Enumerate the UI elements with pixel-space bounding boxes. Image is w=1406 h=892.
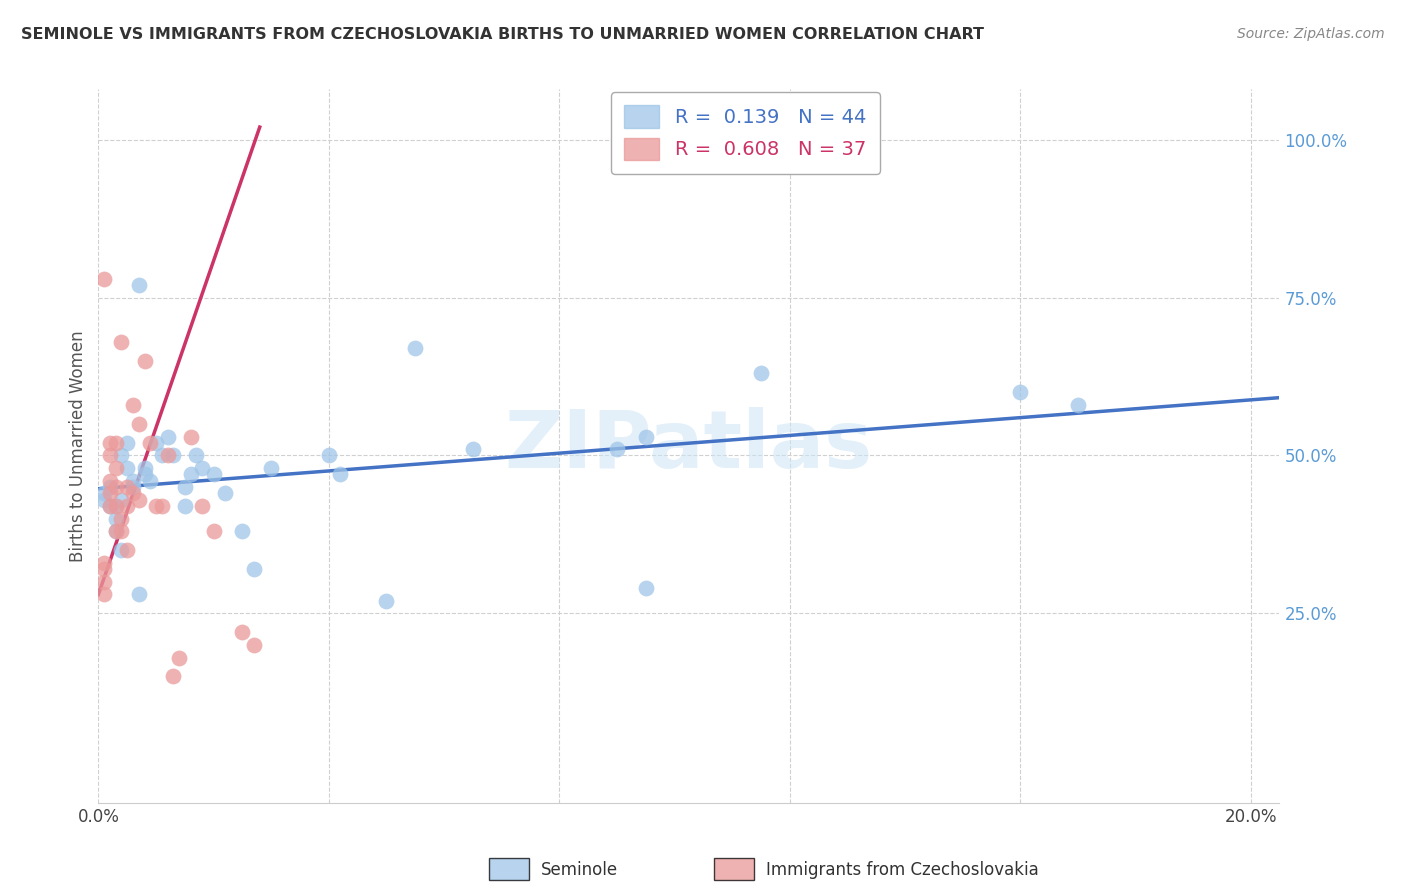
Point bbox=[93, 574, 115, 589]
Point bbox=[98, 449, 121, 463]
Point bbox=[634, 581, 657, 595]
Point bbox=[122, 486, 145, 500]
Point bbox=[128, 492, 150, 507]
Point bbox=[98, 480, 121, 494]
Point bbox=[104, 480, 127, 494]
Point bbox=[150, 499, 173, 513]
Point bbox=[375, 593, 398, 607]
Point bbox=[145, 435, 167, 450]
Point bbox=[173, 480, 195, 494]
Point bbox=[128, 417, 150, 431]
Point bbox=[93, 587, 115, 601]
Point bbox=[93, 486, 115, 500]
Point bbox=[231, 625, 253, 640]
Point bbox=[128, 277, 150, 292]
Y-axis label: Births to Unmarried Women: Births to Unmarried Women bbox=[69, 330, 87, 562]
Point bbox=[1067, 398, 1090, 412]
Point bbox=[145, 499, 167, 513]
Point bbox=[128, 587, 150, 601]
Point bbox=[115, 499, 138, 513]
Point bbox=[634, 429, 657, 443]
Point bbox=[98, 486, 121, 500]
Text: Seminole: Seminole bbox=[541, 861, 619, 879]
Point bbox=[202, 524, 225, 539]
Point bbox=[134, 467, 156, 482]
Point bbox=[93, 556, 115, 570]
Point bbox=[122, 480, 145, 494]
Point bbox=[167, 650, 190, 665]
Point bbox=[98, 499, 121, 513]
Text: ZIPatlas: ZIPatlas bbox=[505, 407, 873, 485]
Point bbox=[749, 367, 772, 381]
Point bbox=[110, 492, 132, 507]
Legend: R =  0.139   N = 44, R =  0.608   N = 37: R = 0.139 N = 44, R = 0.608 N = 37 bbox=[610, 92, 880, 174]
Point bbox=[156, 449, 179, 463]
Point bbox=[162, 669, 184, 683]
Point bbox=[110, 524, 132, 539]
Point bbox=[115, 435, 138, 450]
Point bbox=[180, 467, 202, 482]
Point bbox=[104, 524, 127, 539]
Point bbox=[104, 499, 127, 513]
Point bbox=[186, 449, 208, 463]
Point bbox=[93, 271, 115, 285]
Point bbox=[110, 334, 132, 349]
Point bbox=[115, 543, 138, 558]
Point bbox=[93, 492, 115, 507]
Point bbox=[139, 435, 162, 450]
Point bbox=[139, 474, 162, 488]
Text: Immigrants from Czechoslovakia: Immigrants from Czechoslovakia bbox=[766, 861, 1039, 879]
Point bbox=[202, 467, 225, 482]
Point bbox=[134, 461, 156, 475]
Point bbox=[110, 449, 132, 463]
Point bbox=[1010, 385, 1032, 400]
Point bbox=[122, 474, 145, 488]
Point bbox=[231, 524, 253, 539]
Point bbox=[214, 486, 236, 500]
Point bbox=[98, 499, 121, 513]
Point bbox=[156, 429, 179, 443]
Point bbox=[98, 435, 121, 450]
Point bbox=[191, 499, 214, 513]
Point bbox=[122, 398, 145, 412]
Point bbox=[162, 449, 184, 463]
Point bbox=[104, 461, 127, 475]
Point bbox=[404, 341, 426, 355]
Point bbox=[243, 562, 266, 576]
Point bbox=[243, 638, 266, 652]
Point bbox=[150, 449, 173, 463]
Point bbox=[93, 562, 115, 576]
Text: SEMINOLE VS IMMIGRANTS FROM CZECHOSLOVAKIA BIRTHS TO UNMARRIED WOMEN CORRELATION: SEMINOLE VS IMMIGRANTS FROM CZECHOSLOVAK… bbox=[21, 27, 984, 42]
Point bbox=[260, 461, 283, 475]
Point bbox=[104, 435, 127, 450]
Point bbox=[318, 449, 340, 463]
Point bbox=[606, 442, 628, 457]
Point bbox=[115, 480, 138, 494]
Point bbox=[110, 543, 132, 558]
Point bbox=[191, 461, 214, 475]
Point bbox=[173, 499, 195, 513]
Point bbox=[329, 467, 352, 482]
Point bbox=[115, 461, 138, 475]
Point bbox=[180, 429, 202, 443]
Point bbox=[104, 524, 127, 539]
Point bbox=[461, 442, 484, 457]
Point bbox=[98, 474, 121, 488]
Point bbox=[104, 511, 127, 525]
Point bbox=[104, 499, 127, 513]
Point bbox=[134, 353, 156, 368]
Text: Source: ZipAtlas.com: Source: ZipAtlas.com bbox=[1237, 27, 1385, 41]
Point bbox=[110, 511, 132, 525]
